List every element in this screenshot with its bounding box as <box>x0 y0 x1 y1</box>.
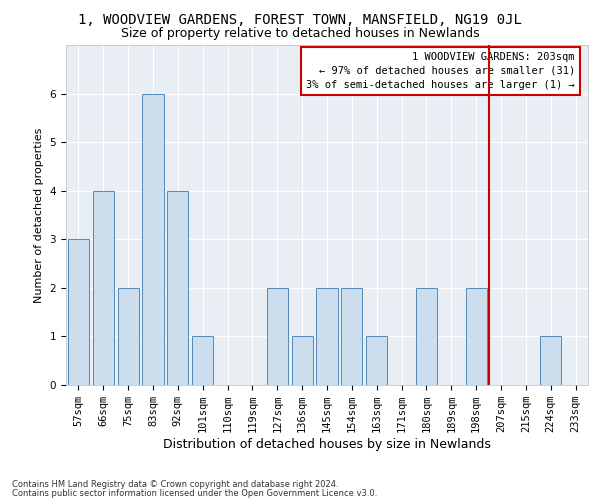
Bar <box>167 190 188 385</box>
Bar <box>292 336 313 385</box>
Bar <box>118 288 139 385</box>
X-axis label: Distribution of detached houses by size in Newlands: Distribution of detached houses by size … <box>163 438 491 451</box>
Bar <box>341 288 362 385</box>
Text: Size of property relative to detached houses in Newlands: Size of property relative to detached ho… <box>121 28 479 40</box>
Bar <box>267 288 288 385</box>
Bar <box>316 288 338 385</box>
Bar <box>93 190 114 385</box>
Bar <box>416 288 437 385</box>
Bar <box>142 94 164 385</box>
Bar <box>68 240 89 385</box>
Bar <box>540 336 561 385</box>
Text: 1 WOODVIEW GARDENS: 203sqm
← 97% of detached houses are smaller (31)
3% of semi-: 1 WOODVIEW GARDENS: 203sqm ← 97% of deta… <box>306 52 575 90</box>
Text: Contains HM Land Registry data © Crown copyright and database right 2024.: Contains HM Land Registry data © Crown c… <box>12 480 338 489</box>
Bar <box>466 288 487 385</box>
Text: Contains public sector information licensed under the Open Government Licence v3: Contains public sector information licen… <box>12 488 377 498</box>
Bar <box>366 336 387 385</box>
Bar <box>192 336 213 385</box>
Text: 1, WOODVIEW GARDENS, FOREST TOWN, MANSFIELD, NG19 0JL: 1, WOODVIEW GARDENS, FOREST TOWN, MANSFI… <box>78 12 522 26</box>
Y-axis label: Number of detached properties: Number of detached properties <box>34 128 44 302</box>
